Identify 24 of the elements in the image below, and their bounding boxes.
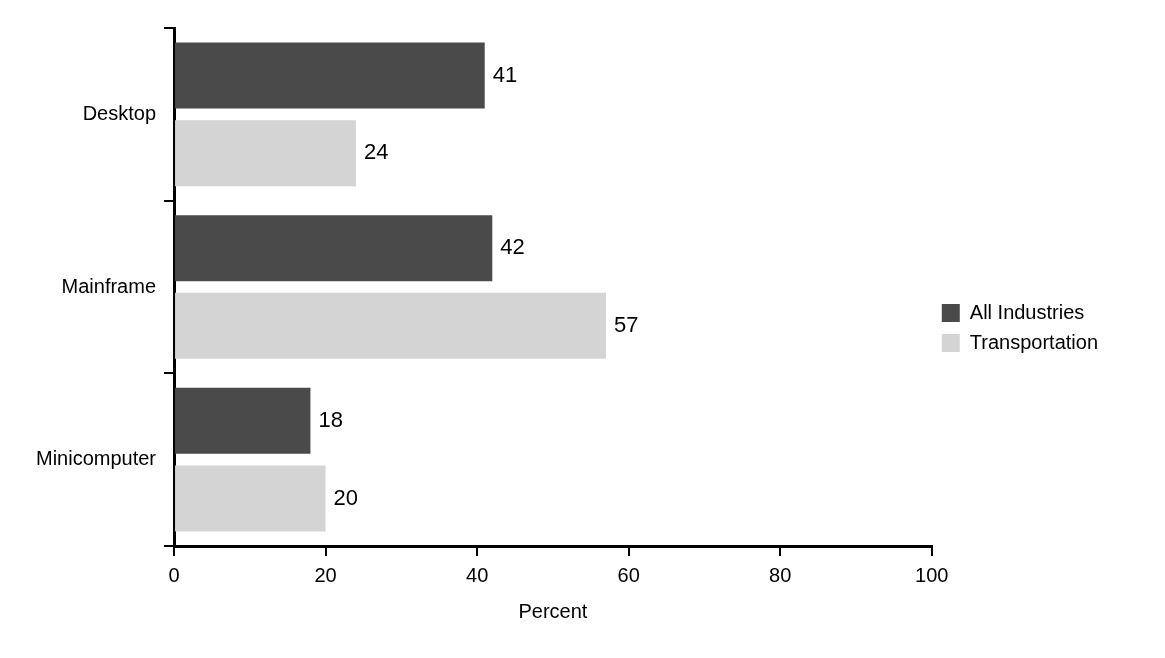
data-label: 57 [613,311,639,337]
legend-label: All Industries [969,300,1085,323]
data-label: 18 [318,406,343,432]
bar [175,120,356,187]
x-tick-label: 100 [915,563,949,586]
x-axis-title: Percent [518,599,588,622]
x-tick-label: 40 [466,563,489,586]
data-label: 20 [333,484,359,510]
bar [175,465,326,532]
bar [175,215,493,282]
x-tick-label: 80 [769,563,792,586]
x-tick-label: 60 [617,563,640,586]
x-tick-label: 0 [168,563,180,586]
legend-label: Transportation [969,330,1099,353]
y-tick-label: Desktop [82,101,157,124]
y-tick-label: Mainframe [61,274,157,297]
bar [175,387,311,454]
bar [175,292,606,359]
bar [175,42,485,109]
data-label: 41 [492,61,518,87]
data-label: 42 [500,234,525,260]
y-tick-label: Minicomputer [35,447,157,470]
data-label: 24 [363,139,389,165]
x-tick-label: 20 [314,563,337,586]
